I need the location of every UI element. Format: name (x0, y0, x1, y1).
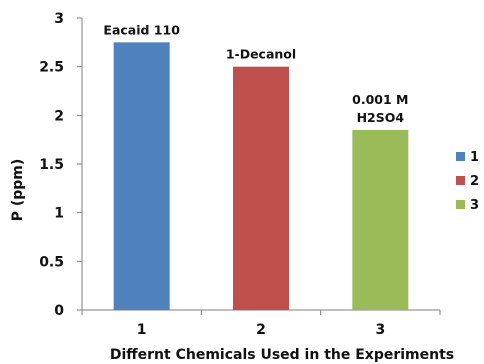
y-axis-title: P (ppm) (10, 159, 26, 222)
y-tick-label: 1 (54, 206, 64, 222)
legend-swatch (456, 200, 465, 209)
y-tick-label: 0.5 (39, 254, 64, 270)
chart-legend: 1 2 3 (456, 150, 479, 213)
bar-2 (233, 66, 289, 311)
bar-data-label: 0.001 M (352, 92, 408, 107)
x-tick-label: 2 (256, 322, 266, 338)
y-tick-label: 3 (54, 11, 64, 27)
y-tick-label: 2 (54, 108, 64, 124)
bar-3 (352, 129, 409, 310)
x-axis-ticks: 1 2 3 (81, 310, 441, 338)
x-tick-label: 3 (375, 322, 385, 338)
y-tick-label: 1.5 (39, 157, 64, 173)
legend-swatch (456, 152, 465, 161)
bar-data-label: H2SO4 (357, 110, 405, 125)
legend-entry: 2 (470, 174, 479, 189)
legend-entry: 3 (470, 198, 479, 213)
y-tick-label: 2.5 (39, 60, 64, 76)
bar-data-label: 1-Decanol (226, 47, 296, 62)
bar-1 (113, 42, 170, 310)
chart-bar-labels: Eacaid 110 1-Decanol 0.001 M H2SO4 (103, 22, 408, 125)
chart-bars (113, 42, 409, 311)
y-tick-label: 0 (54, 303, 64, 319)
x-tick-label: 1 (137, 322, 147, 338)
y-axis-ticks: 0 0.5 1 1.5 2 2.5 3 (39, 11, 82, 319)
bar-data-label: Eacaid 110 (103, 22, 180, 37)
legend-swatch (456, 176, 465, 185)
x-axis-title: Differnt Chemicals Used in the Experimen… (110, 347, 454, 363)
legend-entry: 1 (470, 150, 479, 165)
